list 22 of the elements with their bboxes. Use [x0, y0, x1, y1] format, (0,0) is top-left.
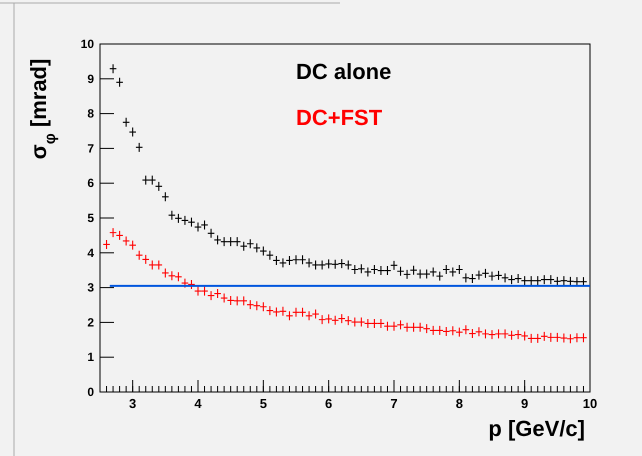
y-tick-label: 4 [87, 246, 94, 260]
y-tick-label: 0 [87, 385, 94, 399]
x-axis-title: p [GeV/c] [488, 416, 585, 441]
x-tick-label: 10 [582, 396, 598, 411]
y-tick-label: 8 [87, 106, 94, 121]
y-tick-label: 6 [87, 176, 94, 190]
y-tick-label: 10 [80, 37, 94, 51]
x-tick-label: 9 [521, 396, 528, 411]
y-tick-label: 7 [87, 141, 94, 156]
text: DC alone [296, 59, 392, 84]
x-tick-label: 8 [456, 396, 463, 411]
x-tick-label: 4 [194, 396, 202, 411]
x-tick-label: 5 [260, 396, 267, 411]
text: DC+FST [296, 105, 383, 130]
x-tick-label: 6 [325, 396, 332, 411]
y-tick-label: 1 [87, 350, 94, 364]
y-tick-label: 5 [87, 211, 94, 225]
y-tick-label: 9 [87, 72, 94, 86]
x-tick-label: 3 [129, 396, 136, 411]
y-tick-label: 2 [87, 315, 94, 330]
y-tick-label: 3 [87, 280, 94, 295]
x-tick-label: 7 [390, 396, 398, 411]
